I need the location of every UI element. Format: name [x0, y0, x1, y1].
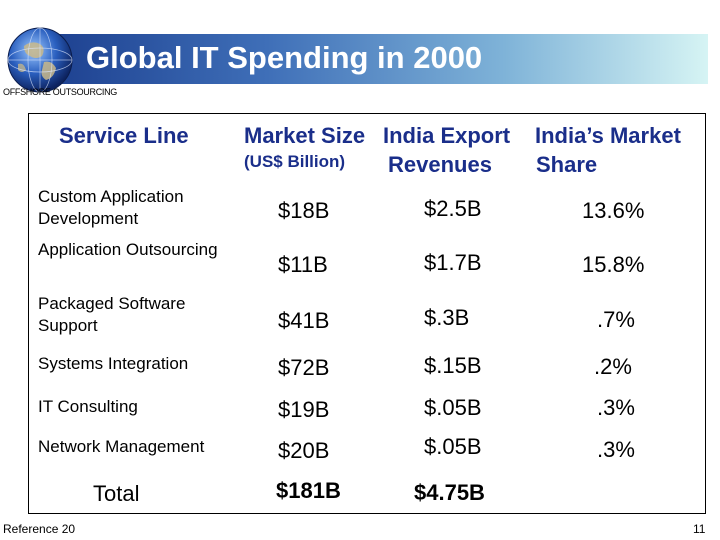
row-6-service: Network Management — [38, 437, 205, 456]
header-service-line: Service Line — [59, 123, 189, 148]
row-5-service: IT Consulting — [38, 397, 138, 416]
row-2-market: $11B — [278, 252, 328, 277]
row-3-export: $.3B — [424, 305, 470, 330]
header-market-size: Market Size — [244, 123, 366, 148]
row-1-service: Custom Application Development — [38, 187, 184, 228]
reference-note: Reference 20 — [3, 522, 76, 536]
row-3-service: Packaged Software Support — [38, 294, 186, 335]
row-2-export: $1.7B — [424, 250, 482, 275]
row-5-share: .3% — [597, 395, 635, 420]
total-export: $4.75B — [414, 480, 485, 505]
row-6-market: $20B — [278, 438, 330, 463]
header-india-share: India’s Market — [535, 123, 681, 148]
row-3-market: $41B — [278, 308, 330, 333]
row-4-market: $72B — [278, 355, 330, 380]
header-market-size-unit: (US$ Billion) — [244, 152, 346, 171]
row-1-market: $18B — [278, 198, 330, 223]
header-india-share-line2: Share — [536, 152, 598, 177]
row-4-export: $.15B — [424, 353, 482, 378]
header-india-export: India Export — [383, 123, 511, 148]
row-3-share: .7% — [597, 307, 635, 332]
row-2-share: 15.8% — [582, 252, 645, 277]
row-4-service: Systems Integration — [38, 354, 189, 373]
row-5-market: $19B — [278, 397, 330, 422]
page-number: 11 — [693, 522, 706, 536]
total-label: Total — [93, 481, 140, 506]
subtitle: OFFSHORE OUTSOURCING — [3, 87, 118, 97]
header-india-export-line2: Revenues — [388, 152, 492, 177]
row-2-service: Application Outsourcing — [38, 240, 218, 259]
row-4-share: .2% — [594, 354, 632, 379]
total-market: $181B — [276, 478, 341, 503]
row-6-share: .3% — [597, 437, 635, 462]
globe-icon — [7, 27, 73, 93]
row-1-share: 13.6% — [582, 198, 645, 223]
page-title: Global IT Spending in 2000 — [86, 40, 483, 75]
spending-table — [28, 113, 706, 514]
row-5-export: $.05B — [424, 395, 482, 420]
title-banner — [30, 34, 708, 84]
row-6-export: $.05B — [424, 434, 482, 459]
row-1-export: $2.5B — [424, 196, 482, 221]
